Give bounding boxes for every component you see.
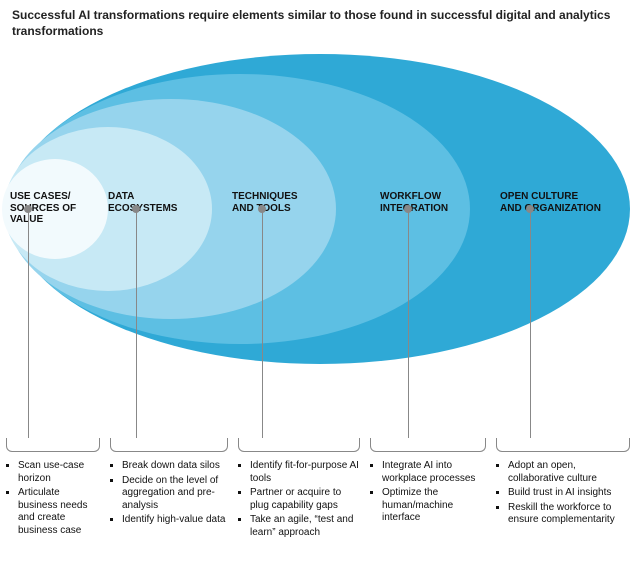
connector-data-ecosystems [136, 209, 137, 438]
connector-workflow-integration [408, 209, 409, 438]
bracket-techniques-tools [238, 438, 360, 452]
bullets-workflow-integration: Integrate AI into workplace processesOpt… [370, 460, 486, 527]
bracket-data-ecosystems [110, 438, 228, 452]
bracket-use-cases [6, 438, 100, 452]
bullet-item: Integrate AI into workplace processes [382, 460, 486, 485]
bullets-use-cases: Scan use-case horizonArticulate business… [6, 460, 100, 539]
bullets-techniques-tools: Identify fit-for-purpose AI toolsPartner… [238, 460, 360, 541]
bracket-workflow-integration [370, 438, 486, 452]
connector-use-cases [28, 209, 29, 438]
bullet-item: Break down data silos [122, 460, 228, 473]
bullet-item: Take an agile, “test and learn” approach [250, 514, 360, 539]
category-label-use-cases: USE CASES/SOURCES OF VALUE [10, 191, 82, 226]
bullet-item: Reskill the workforce to ensure compleme… [508, 502, 630, 527]
bullet-item: Identify fit-for-purpose AI tools [250, 460, 360, 485]
category-label-techniques-tools: TECHNIQUESAND TOOLS [232, 191, 332, 214]
bracket-open-culture [496, 438, 630, 452]
category-label-open-culture: OPEN CULTUREAND ORGANIZATION [500, 191, 630, 214]
bullet-item: Identify high-value data [122, 514, 228, 527]
bullet-item: Build trust in AI insights [508, 487, 630, 500]
category-label-data-ecosystems: DATAECOSYSTEMS [108, 191, 198, 214]
watermark: 智东西 [550, 539, 637, 579]
bullet-item: Partner or acquire to plug capability ga… [250, 487, 360, 512]
bullets-data-ecosystems: Break down data silos Decide on the level… [110, 460, 228, 529]
bullet-item: Optimize the human/machine interface [382, 487, 486, 525]
bullet-item: Decide on the level of aggregation and p… [122, 475, 228, 513]
page-title: Successful AI transformations require el… [12, 8, 628, 39]
connector-open-culture [530, 209, 531, 438]
connector-techniques-tools [262, 209, 263, 438]
bullet-item: Scan use-case horizon [18, 460, 100, 485]
bullet-item: Adopt an open, collaborative culture [508, 460, 630, 485]
category-label-workflow-integration: WORKFLOWINTEGRATION [380, 191, 480, 214]
bullets-open-culture: Adopt an open, collaborative culture Buil… [496, 460, 630, 529]
bullet-item: Articulate business needs and create bus… [18, 487, 100, 537]
